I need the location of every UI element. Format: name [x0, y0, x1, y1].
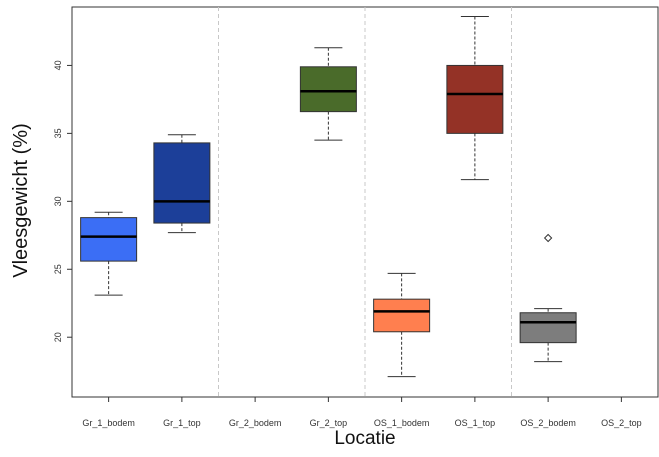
iqr-box [446, 64, 504, 134]
iqr-box [519, 312, 577, 344]
y-tick-label: 30 [53, 196, 63, 206]
y-tick-label: 40 [53, 60, 63, 70]
x-tick-label: OS_1_bodem [374, 418, 430, 428]
box-Gr_2_top [299, 47, 357, 141]
y-tick-label: 35 [53, 128, 63, 138]
x-tick-label: Gr_2_bodem [229, 418, 282, 428]
y-tick-label: 20 [53, 332, 63, 342]
iqr-box [373, 298, 431, 333]
x-tick-label: OS_1_top [455, 418, 496, 428]
box-OS_1_top [446, 16, 504, 181]
outlier-point [543, 233, 553, 243]
iqr-box [299, 66, 357, 113]
box-OS_2_bodem [519, 233, 577, 363]
y-tick-label: 25 [53, 264, 63, 274]
box-OS_1_bodem [373, 272, 431, 378]
x-tick-label: OS_2_bodem [520, 418, 576, 428]
iqr-box [153, 142, 211, 224]
x-tick-label: Gr_2_top [310, 418, 348, 428]
x-tick-label: OS_2_top [601, 418, 642, 428]
x-tick-label: Gr_1_bodem [82, 418, 135, 428]
box-Gr_1_bodem [80, 211, 138, 296]
box-Gr_1_top [153, 134, 211, 234]
y-axis-title-wrap: Vleesgewicht (%) [7, 10, 35, 390]
x-axis-title: Locatie [334, 428, 396, 449]
x-tick-label: Gr_1_top [163, 418, 201, 428]
iqr-box [80, 217, 138, 262]
y-axis-title: Vleesgewicht (%) [9, 122, 32, 278]
